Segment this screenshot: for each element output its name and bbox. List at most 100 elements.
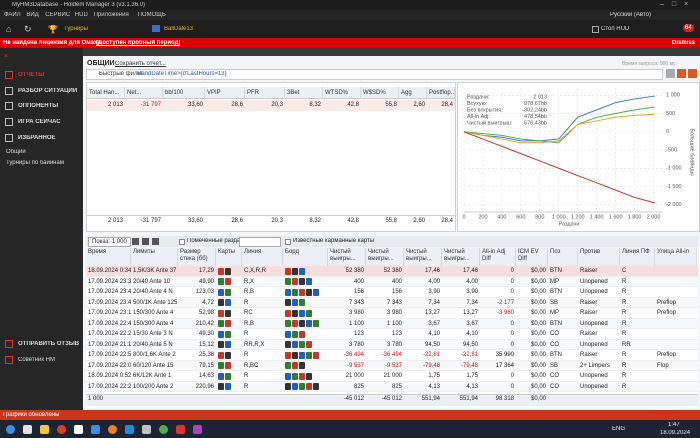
column-header[interactable]: VPIP xyxy=(205,87,245,99)
column-header[interactable]: Чистый выигры... xyxy=(442,248,480,266)
language[interactable]: Русский (Авто) xyxy=(610,12,652,18)
filter-bar[interactable]: Быстрые фильт HandDateTime>{d'LastHours=… xyxy=(86,69,663,80)
hole-card xyxy=(218,351,224,359)
taskbar-icon[interactable] xyxy=(176,425,185,434)
save-report[interactable]: Сохранить отчет... xyxy=(115,61,166,67)
column-header[interactable]: Чистый выигры... xyxy=(404,248,442,266)
nav-item[interactable]: ОППОНЕНТЫ xyxy=(18,103,59,109)
taskbar-icon[interactable] xyxy=(40,425,49,434)
column-header[interactable]: Чистый выигры... xyxy=(328,248,366,266)
input-language[interactable]: ENG xyxy=(612,426,626,432)
column-header[interactable]: 3Bet xyxy=(285,87,323,99)
marked-select[interactable] xyxy=(239,237,281,247)
column-header[interactable]: W$SD% xyxy=(361,87,399,99)
table-row[interactable] xyxy=(86,371,698,382)
menu-item[interactable]: СЕРВИС xyxy=(45,12,71,18)
column-header[interactable]: Время xyxy=(86,248,131,266)
column-header[interactable]: bb/100 xyxy=(163,87,205,99)
nav-item[interactable]: ИГРА СЕЙЧАС xyxy=(18,119,61,125)
marked-hands[interactable]: Помеченные раздачи xyxy=(187,238,247,244)
column-header[interactable]: Линия xyxy=(242,248,283,266)
column-header[interactable]: Чистый выигры... xyxy=(366,248,404,266)
view-button[interactable] xyxy=(142,238,149,245)
table-row[interactable] xyxy=(86,381,698,392)
nav-item[interactable]: ОТЧЕТЫ xyxy=(18,72,45,78)
home-icon[interactable]: ⌂ xyxy=(6,24,12,34)
table-row[interactable] xyxy=(86,318,698,329)
table-row[interactable] xyxy=(86,308,698,319)
column-header[interactable]: Карты xyxy=(216,248,242,266)
notifications[interactable]: 64 xyxy=(683,24,694,32)
player[interactable]: BallDale13 xyxy=(164,26,194,32)
column-header[interactable]: PFR xyxy=(245,87,285,99)
table-row[interactable] xyxy=(86,360,698,371)
table-cell: BTN xyxy=(550,268,562,274)
column-header[interactable]: Total Han... xyxy=(87,87,125,99)
table-cell: 3 780 xyxy=(386,341,402,348)
known-checkbox[interactable] xyxy=(285,239,291,245)
column-header[interactable]: Борд xyxy=(283,248,328,266)
taskbar-icon[interactable] xyxy=(159,425,168,434)
column-header[interactable]: Линия ПФ xyxy=(620,248,655,266)
column-header[interactable]: Лимиты xyxy=(131,248,178,266)
view-button[interactable] xyxy=(132,238,139,245)
table-row[interactable] xyxy=(86,287,698,298)
clock-date[interactable]: 18.09.2024 xyxy=(660,430,691,436)
taskbar-icon[interactable] xyxy=(91,425,100,434)
taskbar-icon[interactable] xyxy=(193,425,202,434)
favorite-item[interactable]: Турниры по байинам xyxy=(6,160,64,166)
stop-hud-checkbox[interactable] xyxy=(592,26,599,33)
banner-link[interactable]: (Доступен пробный период) xyxy=(96,40,181,46)
nav-item[interactable]: РАЗБОР СИТУАЦИЙ xyxy=(18,88,78,94)
known-cards[interactable]: Известные карманные карты xyxy=(293,238,375,244)
column-header[interactable]: Net... xyxy=(125,87,163,99)
refresh-icon[interactable]: ↻ xyxy=(24,24,32,34)
column-header[interactable]: ICM EV Diff xyxy=(516,248,548,266)
column-header[interactable]: Против xyxy=(578,248,620,266)
column-header[interactable]: All-in Adj Diff xyxy=(480,248,516,266)
nav-item[interactable]: Советник HM xyxy=(18,357,55,363)
page-size[interactable]: Показ: 1 000 xyxy=(88,237,131,247)
table-row[interactable] xyxy=(86,329,698,340)
menu-item[interactable]: ФАЙЛ xyxy=(4,12,21,18)
sidebar-close[interactable]: × xyxy=(4,53,9,60)
column-header[interactable]: Размер стека (бб) xyxy=(178,248,216,266)
table-row[interactable] xyxy=(86,297,698,308)
filter-expression[interactable]: HandDateTime>{d'LastHours=13} xyxy=(137,71,227,77)
taskbar-icon[interactable] xyxy=(108,425,117,434)
stop-hud[interactable]: Стоп HUD xyxy=(601,26,630,32)
column-header[interactable]: WTSD% xyxy=(323,87,361,99)
taskbar-icon[interactable] xyxy=(74,425,83,434)
table-row[interactable] xyxy=(86,339,698,350)
taskbar-icon[interactable] xyxy=(142,425,151,434)
menu-item[interactable]: ВИД xyxy=(26,12,39,18)
favorite-item[interactable]: Общий xyxy=(6,149,26,155)
table-row[interactable] xyxy=(86,266,698,277)
table-row[interactable] xyxy=(86,276,698,287)
menu-item[interactable]: ПОМОЩЬ xyxy=(137,12,166,18)
taskbar-icon[interactable] xyxy=(23,425,32,434)
column-header[interactable]: Улица All-in xyxy=(655,248,697,266)
edit-button[interactable] xyxy=(677,69,686,78)
tournaments[interactable]: Турниры xyxy=(64,26,88,32)
board-card xyxy=(299,299,305,306)
nav-item[interactable]: ОТПРАВИТЬ ОТЗЫВ xyxy=(18,341,80,347)
marked-checkbox[interactable] xyxy=(179,239,185,245)
menu-item[interactable]: HUD xyxy=(74,12,88,18)
column-header[interactable]: Поз xyxy=(548,248,578,266)
column-header[interactable]: Postflop... xyxy=(427,87,455,99)
taskbar-icon[interactable] xyxy=(57,425,66,434)
clock-time[interactable]: 1:47 xyxy=(668,422,680,428)
dismiss[interactable]: Dismiss xyxy=(672,40,696,46)
nav-item[interactable]: ИЗБРАННОЕ xyxy=(18,135,56,141)
filter-button[interactable] xyxy=(666,69,675,78)
view-button[interactable] xyxy=(152,238,159,245)
table-row[interactable] xyxy=(86,350,698,361)
menu-item[interactable]: Приложения xyxy=(93,12,129,18)
column-header[interactable]: Agg xyxy=(399,87,427,99)
settings-button[interactable] xyxy=(688,69,697,78)
taskbar-icon[interactable] xyxy=(6,425,15,434)
taskbar-icon[interactable] xyxy=(125,425,134,434)
hole-card xyxy=(218,278,224,285)
window-controls[interactable]: –□× xyxy=(660,1,697,8)
